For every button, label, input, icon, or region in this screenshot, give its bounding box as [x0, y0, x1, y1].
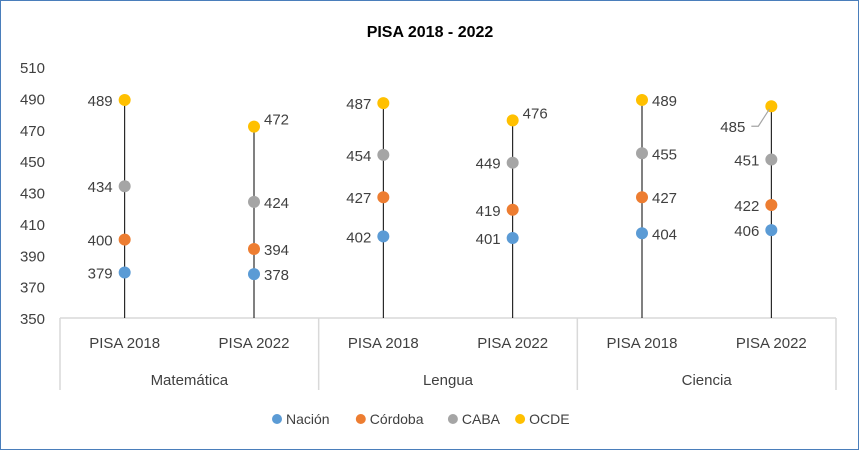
y-tick-label: 390 — [20, 248, 45, 265]
group-label: Ciencia — [682, 372, 733, 389]
data-point — [248, 268, 260, 281]
y-tick-label: 370 — [20, 280, 45, 297]
data-label: 427 — [652, 190, 677, 207]
data-point — [118, 93, 131, 106]
group-label: Lengua — [423, 372, 474, 389]
data-point — [248, 242, 260, 255]
data-label: 394 — [264, 242, 289, 259]
data-label: 434 — [88, 179, 113, 196]
x-tick-label: PISA 2022 — [736, 335, 807, 352]
y-tick-label: 470 — [20, 123, 45, 140]
data-point — [506, 231, 519, 244]
data-point — [377, 148, 390, 161]
data-label: 379 — [88, 266, 113, 283]
data-label: 476 — [523, 105, 548, 122]
y-tick-label: 430 — [20, 186, 45, 203]
legend-label: Córdoba — [370, 411, 424, 427]
data-point — [118, 233, 131, 246]
data-point — [765, 153, 778, 166]
x-tick-label: PISA 2022 — [477, 335, 548, 352]
data-point — [636, 191, 648, 204]
data-label: 422 — [734, 198, 759, 215]
data-label: 489 — [88, 93, 113, 110]
data-point — [248, 195, 260, 208]
data-point — [765, 224, 778, 237]
legend-marker — [272, 414, 282, 424]
data-point — [118, 180, 131, 193]
legend-marker — [447, 414, 458, 424]
data-point — [506, 114, 519, 127]
data-label: 406 — [734, 223, 759, 240]
data-point — [636, 93, 648, 106]
legend-marker — [515, 414, 526, 424]
leader-line — [751, 108, 770, 127]
x-tick-label: PISA 2018 — [607, 335, 678, 352]
data-point — [248, 120, 260, 133]
data-point — [377, 97, 390, 110]
data-point — [377, 191, 390, 204]
data-label: 424 — [264, 195, 289, 212]
data-label: 455 — [652, 146, 677, 163]
data-label: 451 — [734, 153, 759, 170]
data-point — [636, 227, 648, 240]
data-label: 400 — [88, 233, 113, 250]
chart-title: PISA 2018 - 2022 — [367, 24, 494, 41]
legend-marker — [355, 414, 366, 424]
data-label: 487 — [346, 96, 371, 113]
data-point — [118, 266, 131, 279]
group-label: Matemática — [151, 372, 229, 389]
data-label: 378 — [264, 267, 289, 284]
data-label: 404 — [652, 226, 677, 243]
data-label: 472 — [264, 112, 289, 129]
x-tick-label: PISA 2018 — [89, 335, 160, 352]
data-point — [506, 156, 519, 169]
y-tick-label: 490 — [20, 91, 45, 108]
data-label: 427 — [346, 190, 371, 207]
data-point — [506, 203, 519, 216]
y-tick-label: 350 — [20, 311, 45, 328]
legend-label: Nación — [286, 411, 330, 427]
data-point — [636, 147, 648, 160]
data-label: 402 — [346, 229, 371, 246]
legend-label: OCDE — [529, 411, 569, 427]
data-label: 401 — [476, 231, 501, 248]
data-point — [377, 230, 390, 243]
y-tick-label: 410 — [20, 217, 45, 234]
data-label: 485 — [720, 119, 745, 136]
y-tick-label: 510 — [20, 60, 45, 77]
data-point — [765, 100, 778, 113]
x-tick-label: PISA 2018 — [348, 335, 419, 352]
x-tick-label: PISA 2022 — [219, 335, 290, 352]
data-label: 454 — [346, 148, 371, 165]
legend-label: CABA — [462, 411, 501, 427]
data-label: 419 — [476, 203, 501, 220]
data-label: 489 — [652, 93, 677, 110]
data-point — [765, 199, 778, 212]
data-label: 449 — [476, 156, 501, 173]
y-tick-label: 450 — [20, 154, 45, 171]
